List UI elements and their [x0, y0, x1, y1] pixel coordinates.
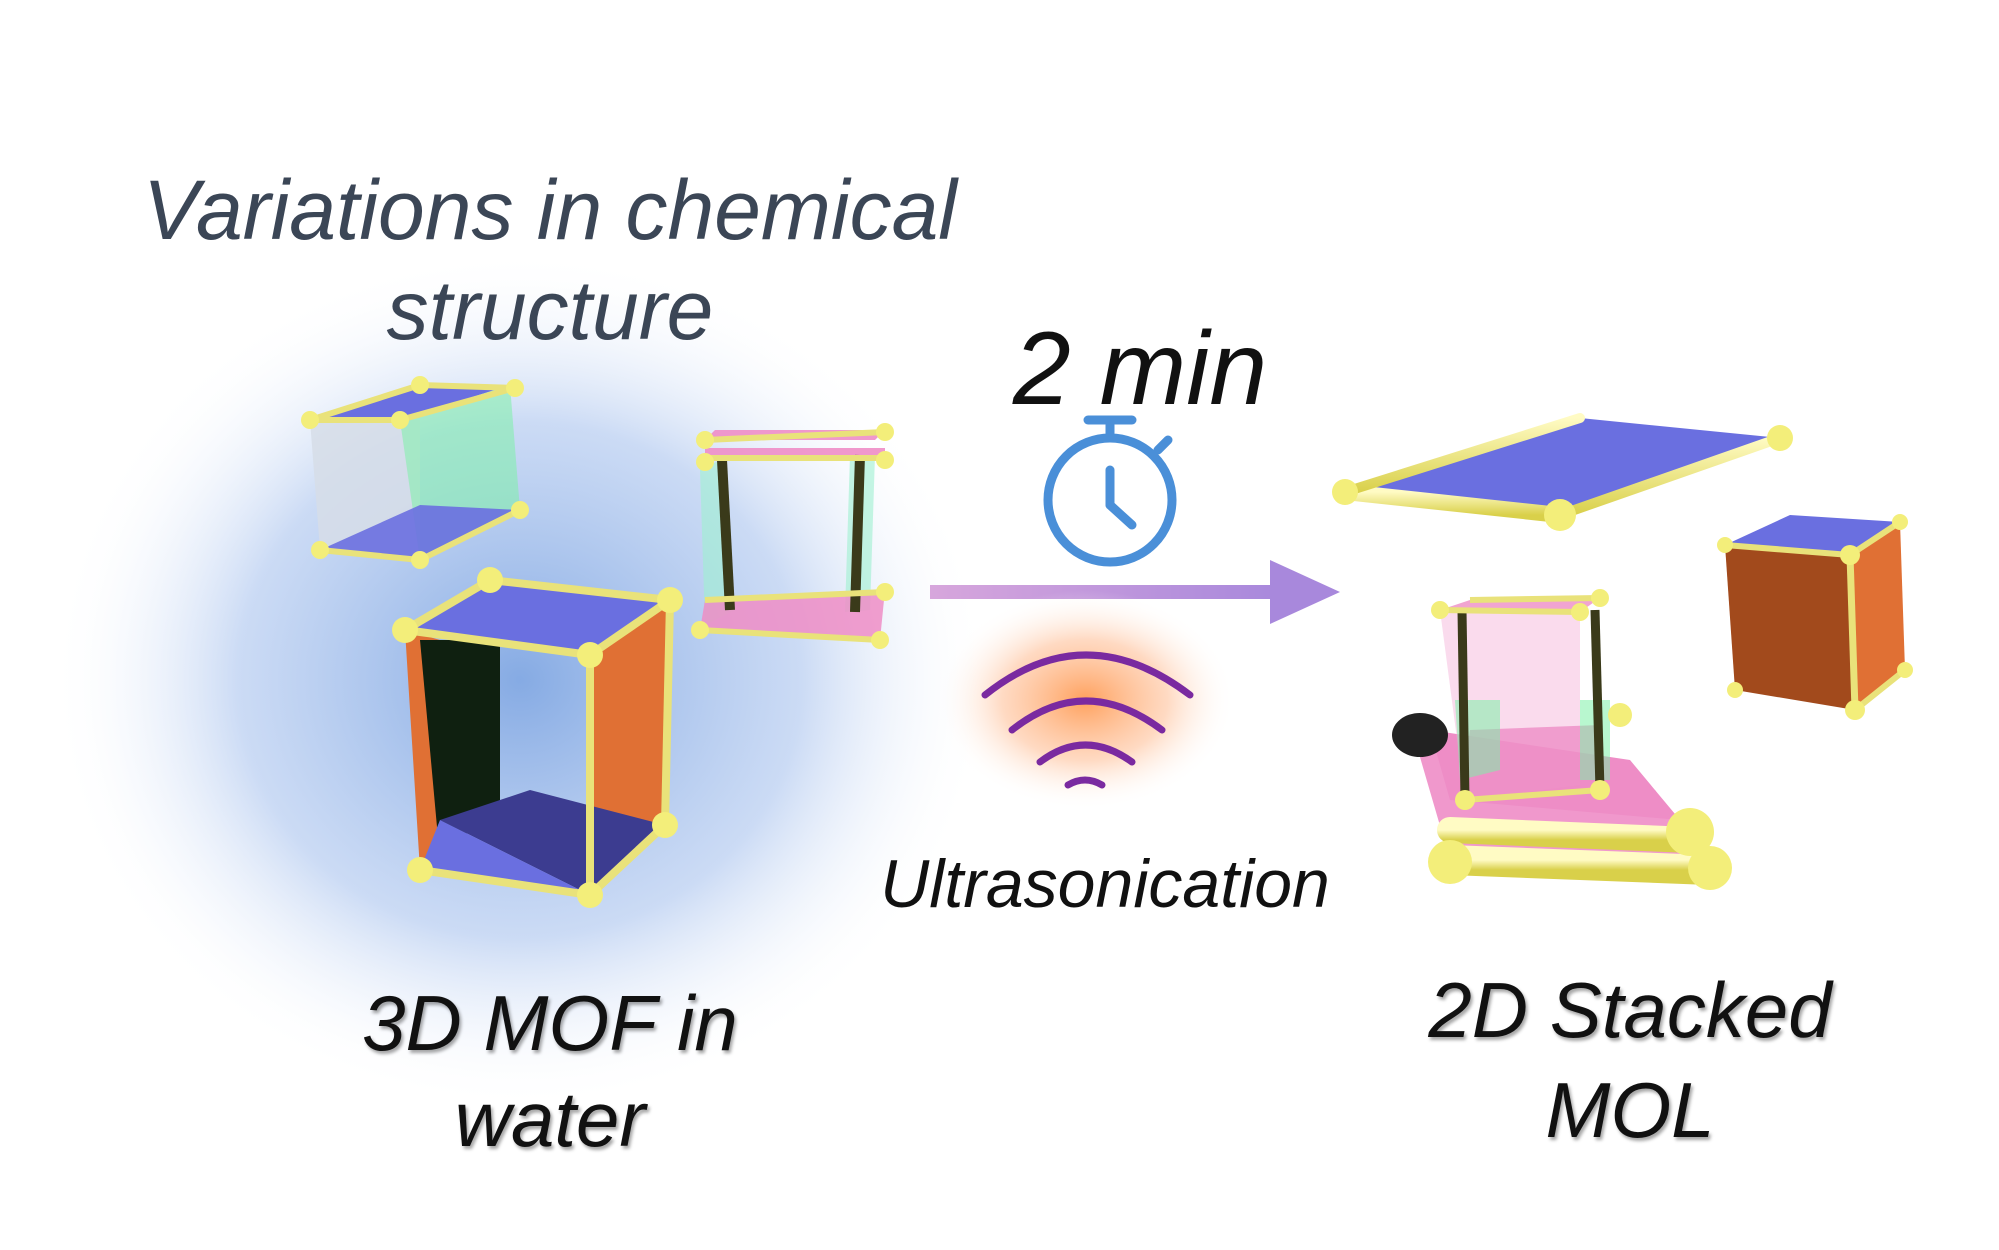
sound-waves-icon	[981, 651, 1194, 789]
mof-halo	[50, 250, 990, 1110]
mof-cube-front	[392, 567, 683, 908]
stopwatch-icon	[1043, 415, 1177, 567]
mol-cube-orange	[1717, 514, 1913, 720]
mol-sheet-top	[1332, 413, 1793, 531]
start-state-label: 3D MOF in water	[362, 979, 738, 1163]
mof-cube-top-right	[691, 423, 894, 649]
mol-cube-pink	[1431, 589, 1632, 810]
method-label: Ultrasonication	[880, 846, 1330, 922]
diagram-title: Variations in chemical structure	[143, 163, 957, 357]
duration-label: 2 min	[1012, 311, 1268, 427]
end-state-label: 2D Stacked MOL	[1428, 966, 1832, 1154]
mof-cube-top-left	[301, 376, 529, 569]
